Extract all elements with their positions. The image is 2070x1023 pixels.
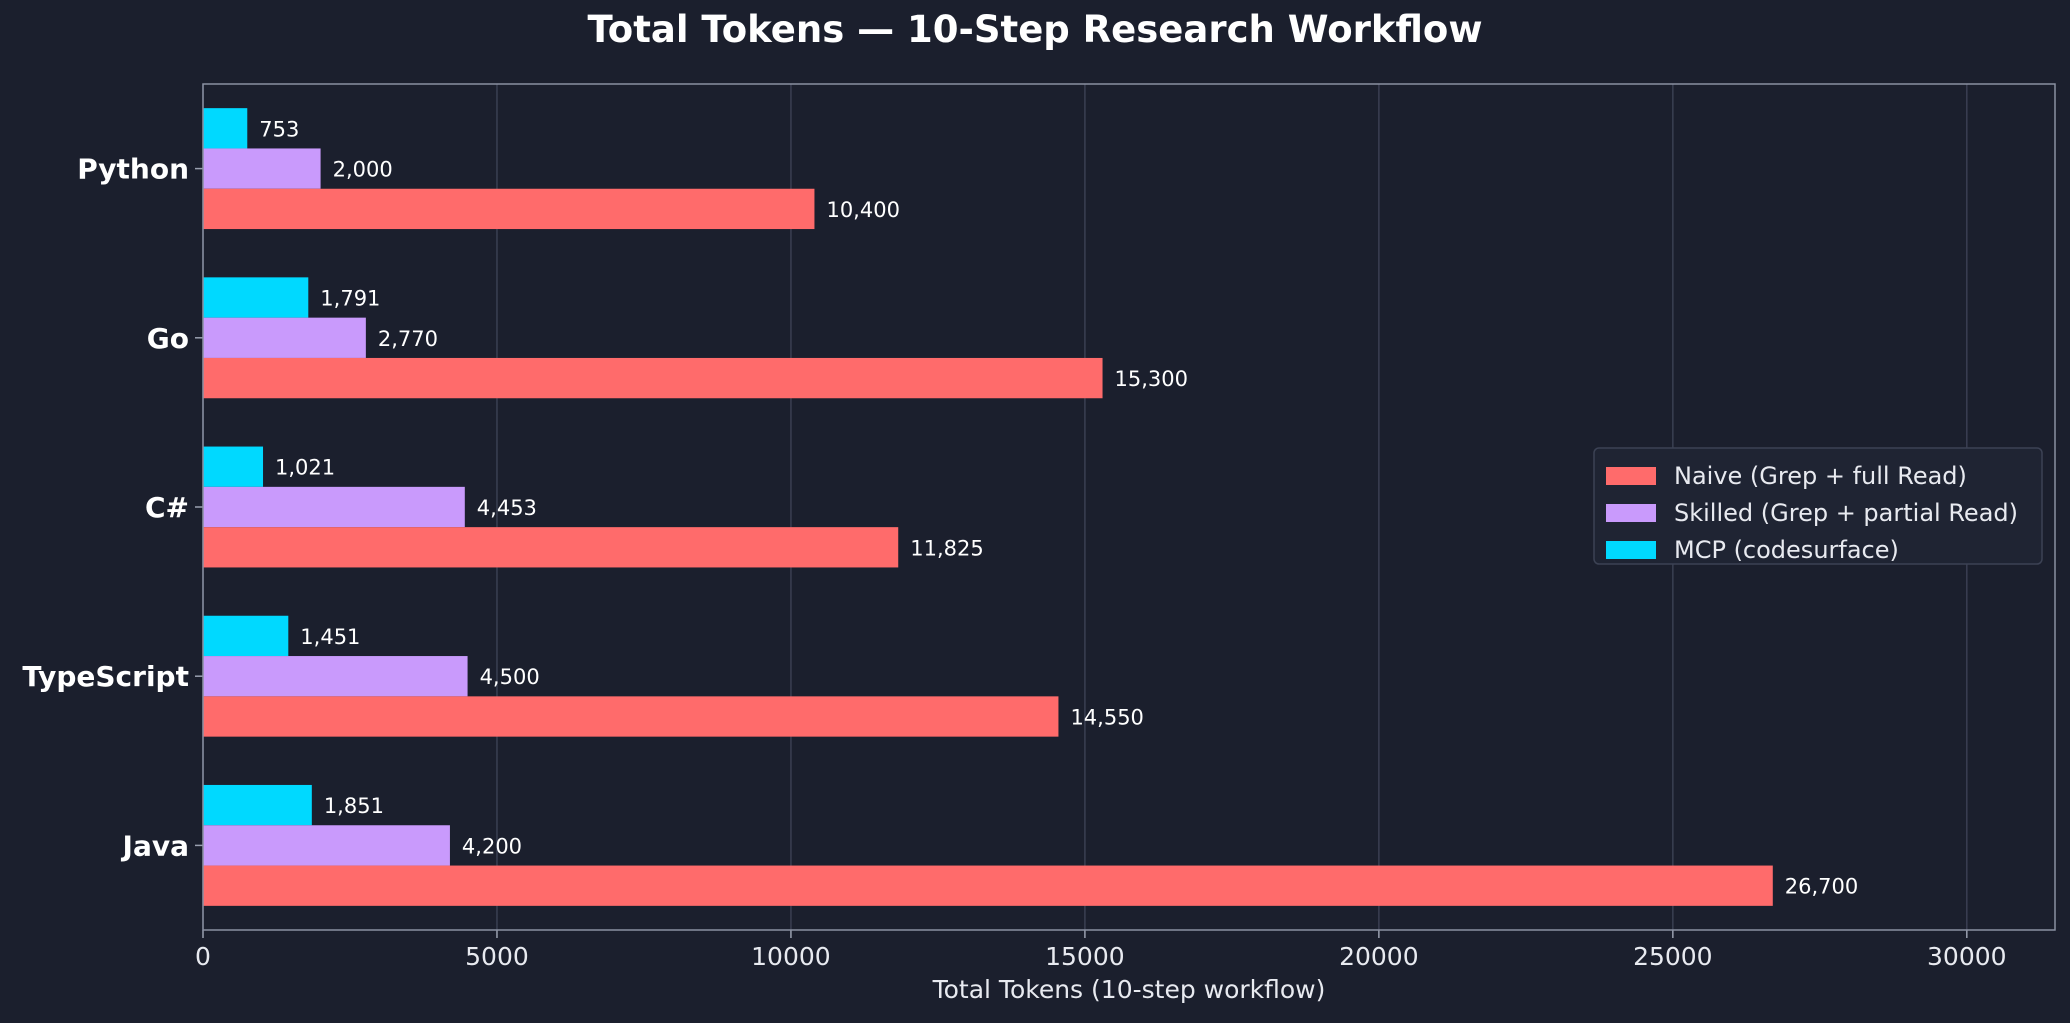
axes: 0 5000 10000 15000 20000 25000 30000 Python Go C#… (22, 83, 2056, 971)
x-tick-label: 0 (195, 942, 211, 971)
bar-value-label: 10,400 (826, 198, 899, 222)
bar-value-label: 14,550 (1070, 706, 1143, 730)
legend-entry-label: MCP (codesurface) (1674, 536, 1899, 564)
legend-swatch (1606, 504, 1656, 522)
legend-swatch (1606, 467, 1656, 485)
bars (203, 108, 1773, 906)
bar-value-label: 1,851 (324, 794, 384, 818)
bar-value-label: 4,200 (462, 834, 522, 858)
bar (203, 696, 1059, 737)
y-tick-label: Java (121, 829, 189, 862)
bar-value-label: 2,770 (378, 327, 438, 351)
chart-title: Total Tokens — 10-Step Research Workflow (587, 8, 1482, 51)
legend: Naive (Grep + full Read) Skilled (Grep + … (1593, 447, 2043, 565)
bar (203, 865, 1773, 906)
bar (203, 188, 815, 230)
value-labels: 753 2,000 10,400 1,791 2,770 15,300 1,021 4,453… (259, 117, 1858, 898)
bar-value-label: 1,451 (300, 625, 360, 649)
bar-value-label: 1,021 (275, 456, 335, 480)
legend-entry-label: Naive (Grep + full Read) (1674, 462, 1967, 490)
x-tick-label: 20000 (1339, 942, 1419, 971)
x-axis-label: Total Tokens (10-step workflow) (932, 975, 1326, 1004)
y-tick-label: C# (145, 491, 189, 524)
bar-value-label: 1,791 (320, 287, 380, 311)
x-tick-label: 15000 (1045, 942, 1125, 971)
bar (203, 108, 248, 149)
bar-value-label: 753 (259, 117, 299, 141)
bar-value-label: 11,825 (910, 536, 983, 560)
plot-frame (202, 83, 2056, 931)
y-tick-label: Python (77, 153, 189, 186)
bar (203, 527, 899, 568)
y-tick-label: TypeScript (22, 660, 189, 693)
bar (203, 784, 312, 826)
bar (203, 825, 450, 866)
bar-value-label: 4,500 (480, 665, 540, 689)
bar-value-label: 2,000 (333, 158, 393, 182)
bar (203, 656, 468, 697)
bar (203, 148, 321, 189)
bar (203, 486, 465, 528)
x-tick-label: 10000 (751, 942, 831, 971)
bar-value-label: 15,300 (1115, 367, 1188, 391)
bar-value-label: 26,700 (1785, 875, 1858, 899)
bar (203, 357, 1103, 399)
bar (203, 615, 289, 657)
bar (203, 317, 366, 358)
bar (203, 277, 309, 318)
bar (203, 446, 264, 487)
x-tick-label: 30000 (1927, 942, 2007, 971)
x-tick-label: 25000 (1633, 942, 1713, 971)
y-tick-label: Go (147, 322, 189, 355)
x-tick-label: 5000 (465, 942, 529, 971)
bar-value-label: 4,453 (477, 496, 537, 520)
legend-entry-label: Skilled (Grep + partial Read) (1674, 499, 2018, 527)
legend-swatch (1606, 541, 1656, 559)
legend-box (1593, 447, 2043, 565)
